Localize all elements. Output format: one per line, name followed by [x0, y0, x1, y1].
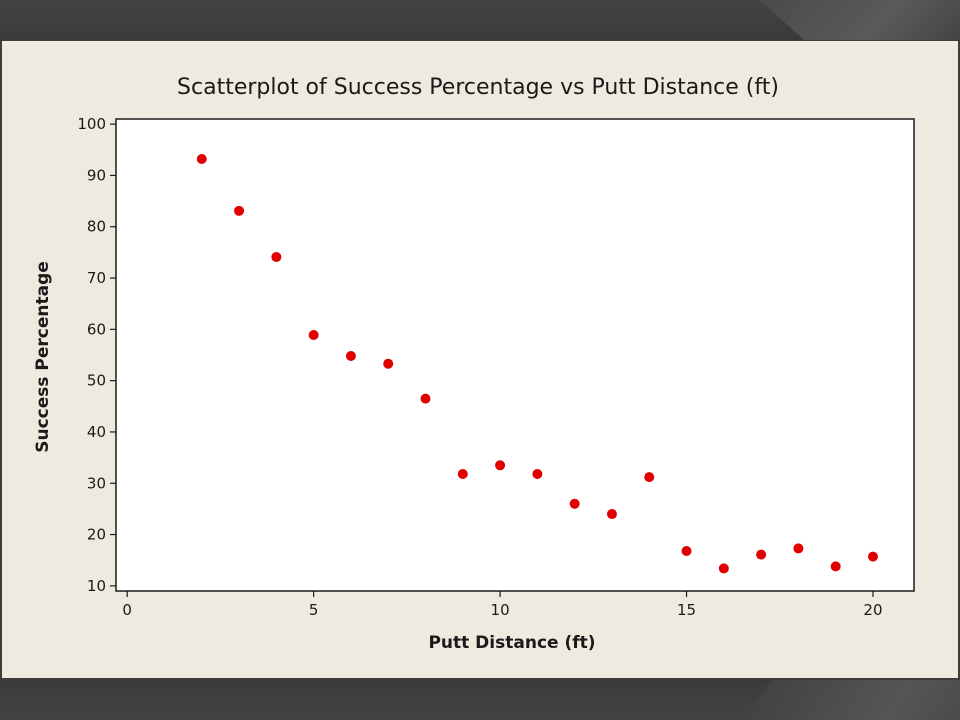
plot-area [115, 118, 915, 592]
data-point [681, 545, 692, 556]
x-tick-label: 15 [677, 601, 696, 619]
data-point [345, 351, 356, 362]
data-point [756, 549, 767, 560]
data-points [196, 154, 878, 574]
y-axis: 10 20 30 40 50 60 70 80 90 100 [77, 115, 116, 595]
x-tick-label: 10 [491, 601, 510, 619]
data-point [532, 469, 543, 480]
bottom-corner-decoration [740, 680, 960, 720]
x-axis: 0 5 10 15 20 [122, 591, 883, 619]
data-point [793, 543, 804, 554]
y-tick-label: 40 [87, 423, 106, 441]
y-tick-label: 50 [87, 372, 106, 390]
data-point [830, 561, 841, 572]
data-point [308, 329, 319, 340]
y-tick-label: 10 [87, 577, 106, 595]
chart-title: Scatterplot of Success Percentage vs Put… [177, 75, 779, 100]
x-tick-label: 5 [309, 601, 319, 619]
y-tick-label: 90 [87, 166, 106, 184]
data-point [718, 563, 729, 574]
data-point [495, 460, 506, 471]
data-point [457, 469, 468, 480]
y-tick-label: 70 [87, 269, 106, 287]
x-tick-label: 0 [122, 601, 132, 619]
x-axis-label: Putt Distance (ft) [428, 633, 595, 653]
y-axis-label: Success Percentage [33, 261, 53, 453]
data-point [867, 551, 878, 562]
data-point [569, 498, 580, 509]
y-tick-label: 30 [87, 474, 106, 492]
y-tick-label: 80 [87, 218, 106, 236]
data-point [420, 393, 431, 404]
y-tick-label: 100 [77, 115, 106, 133]
data-point [271, 252, 282, 263]
data-point [383, 358, 394, 369]
x-tick-label: 20 [863, 601, 882, 619]
data-point [644, 472, 655, 483]
y-tick-label: 20 [87, 526, 106, 544]
data-point [234, 205, 245, 216]
data-point [196, 154, 207, 165]
data-point [606, 509, 617, 520]
y-tick-label: 60 [87, 320, 106, 338]
